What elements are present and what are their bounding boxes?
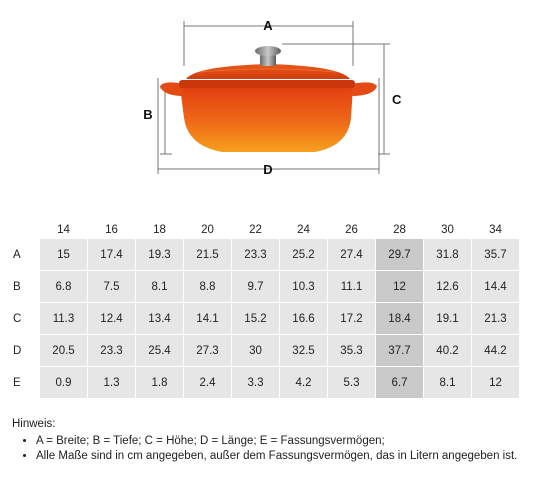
table-cell: 4.2 [280,367,327,398]
row-label: E [13,376,21,389]
table-cell: 5.3 [328,367,375,398]
table-cell: 16.6 [280,303,327,334]
table-cell: 23.3 [88,335,135,366]
table-cell: 12.6 [424,271,471,302]
dim-label-c: C [392,92,402,107]
table-cell: 19.3 [136,239,183,270]
table-cell: 27.3 [184,335,231,366]
table-header-row: 14 16 18 20 22 24 26 28 30 34 [1,223,519,238]
table-cell: 35.7 [472,239,519,270]
notes-section: Hinweis: A = Breite; B = Tiefe; C = Höhe… [12,417,532,464]
dimension-lines [157,21,390,174]
table-cell-highlighted: 37.7 [376,335,423,366]
column-header: 28 [393,224,406,236]
table-cell: 1.3 [88,367,135,398]
table-cell: 19.1 [424,303,471,334]
table-cell: 12.4 [88,303,135,334]
table-cell: 3.3 [232,367,279,398]
table-cell-highlighted: 18.4 [376,303,423,334]
table-cell-highlighted: 6.7 [376,367,423,398]
table-cell: 8.8 [184,271,231,302]
column-header: 34 [489,224,502,236]
table-row: A 15 17.4 19.3 21.5 23.3 25.2 27.4 29.7 … [1,239,519,270]
table-cell: 15.2 [232,303,279,334]
table-row: D 20.5 23.3 25.4 27.3 30 32.5 35.3 37.7 … [1,335,519,366]
row-label: D [13,344,22,357]
column-header: 18 [153,224,166,236]
table-cell: 0.9 [40,367,87,398]
table-cell: 25.4 [136,335,183,366]
notes-list: A = Breite; B = Tiefe; C = Höhe; D = Län… [12,434,532,464]
table-row: B 6.8 7.5 8.1 8.8 9.7 10.3 11.1 12 12.6 … [1,271,519,302]
table-corner [1,223,39,238]
cocotte-pot-image [160,46,377,152]
table-cell: 8.1 [136,271,183,302]
table-cell: 25.2 [280,239,327,270]
table-cell: 27.4 [328,239,375,270]
table-cell: 9.7 [232,271,279,302]
table-cell: 12 [472,367,519,398]
table-cell: 2.4 [184,367,231,398]
table-cell: 13.4 [136,303,183,334]
table-row: C 11.3 12.4 13.4 14.1 15.2 16.6 17.2 18.… [1,303,519,334]
table-cell: 21.5 [184,239,231,270]
table-cell: 32.5 [280,335,327,366]
table-cell: 15 [40,239,87,270]
size-table: 14 16 18 20 22 24 26 28 30 34 A 15 17.4 … [0,222,520,399]
row-label: B [13,280,21,293]
table-cell: 31.8 [424,239,471,270]
column-header: 14 [57,224,70,236]
table-cell: 10.3 [280,271,327,302]
table-cell: 35.3 [328,335,375,366]
row-label: C [13,312,22,325]
dim-label-d: D [263,162,272,177]
column-header: 30 [441,224,454,236]
note-item: Alle Maße sind in cm angegeben, außer de… [36,449,532,464]
table-cell: 6.8 [40,271,87,302]
table-cell: 11.3 [40,303,87,334]
table-cell: 44.2 [472,335,519,366]
table-cell: 14.1 [184,303,231,334]
note-item: A = Breite; B = Tiefe; C = Höhe; D = Län… [36,434,532,449]
column-header: 20 [201,224,214,236]
table-row: E 0.9 1.3 1.8 2.4 3.3 4.2 5.3 6.7 8.1 12 [1,367,519,398]
column-header: 16 [105,224,118,236]
row-label: A [13,248,21,261]
notes-title: Hinweis: [12,418,56,430]
table-cell: 7.5 [88,271,135,302]
dim-label-a: A [263,18,273,33]
column-header: 22 [249,224,262,236]
column-header: 24 [297,224,310,236]
dimension-diagram: A B C D [143,18,402,177]
table-cell: 11.1 [328,271,375,302]
table-cell: 23.3 [232,239,279,270]
table-cell: 17.2 [328,303,375,334]
table-cell: 14.4 [472,271,519,302]
table-cell-highlighted: 12 [376,271,423,302]
table-cell-highlighted: 29.7 [376,239,423,270]
table-cell: 17.4 [88,239,135,270]
table-cell: 8.1 [424,367,471,398]
table-cell: 1.8 [136,367,183,398]
table-cell: 21.3 [472,303,519,334]
dim-label-b: B [143,107,152,122]
table-cell: 30 [232,335,279,366]
table-cell: 20.5 [40,335,87,366]
table-cell: 40.2 [424,335,471,366]
column-header: 26 [345,224,358,236]
